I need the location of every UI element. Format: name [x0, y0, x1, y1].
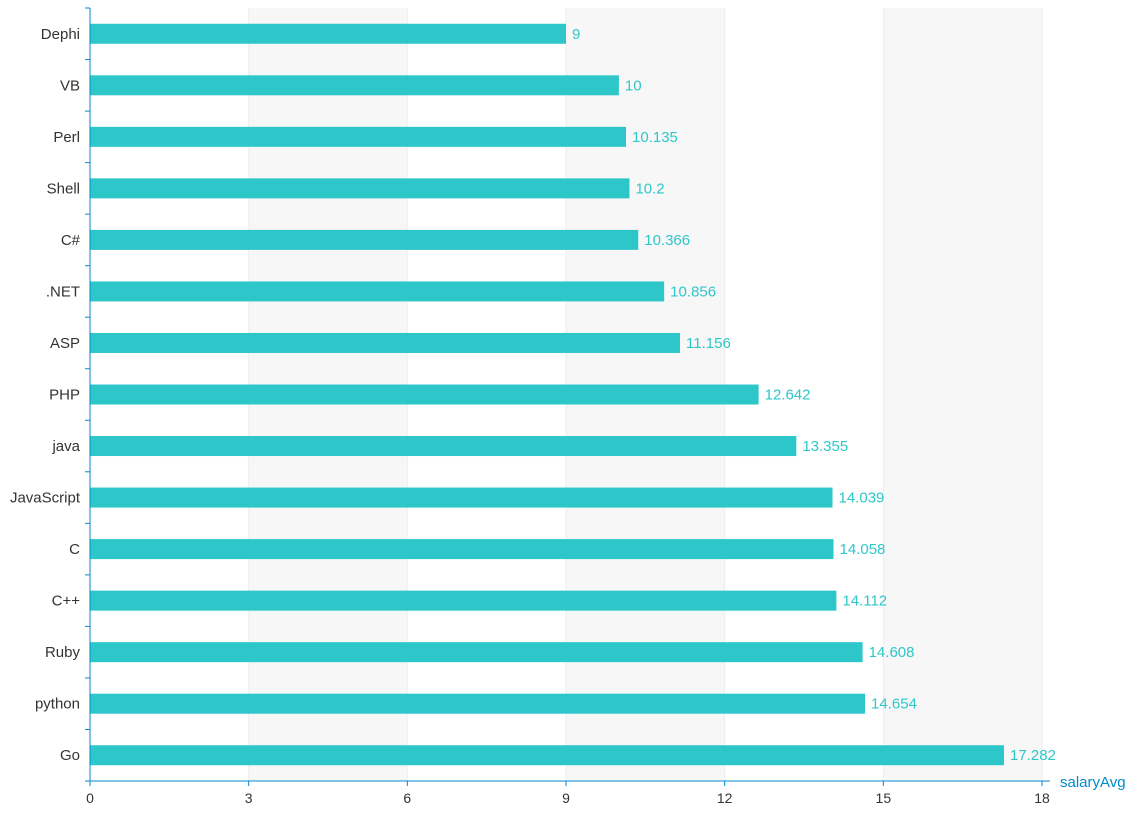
- category-label: Go: [60, 747, 80, 764]
- data-label: 14.039: [839, 490, 885, 507]
- data-label: 10.135: [632, 129, 678, 146]
- category-label: C: [69, 541, 80, 558]
- category-label: Dephi: [41, 26, 80, 43]
- data-label: 9: [572, 26, 580, 43]
- x-tick-label: 12: [717, 790, 733, 806]
- data-label: 13.355: [802, 438, 848, 455]
- data-label: 12.642: [765, 387, 811, 404]
- data-label: 11.156: [686, 335, 731, 352]
- category-label: Shell: [47, 180, 80, 197]
- data-label: 10.856: [670, 283, 716, 300]
- bar: [90, 590, 837, 611]
- bar: [90, 436, 797, 457]
- data-labels: 9 10 10.135 10.2 10.366 10.856 11.156 12.642 13.…: [572, 26, 1056, 764]
- y-axis: Dephi VB Perl Shell C# .NET ASP PHP java JavaScri…: [10, 7, 91, 782]
- category-label: VB: [60, 77, 80, 94]
- x-axis-title: salaryAvg: [1060, 774, 1126, 791]
- category-label: java: [51, 438, 80, 455]
- bar: [90, 281, 665, 302]
- data-label: 14.058: [840, 541, 886, 558]
- bars: [90, 23, 1005, 766]
- x-tick-label: 6: [403, 790, 411, 806]
- bar: [90, 126, 627, 147]
- bar: [90, 642, 863, 663]
- split-area: [883, 8, 1042, 781]
- category-label: Perl: [53, 129, 80, 146]
- bar: [90, 75, 619, 96]
- bar: [90, 23, 566, 44]
- x-tick-label: 15: [876, 790, 892, 806]
- bar: [90, 745, 1005, 766]
- bar: [90, 693, 866, 714]
- x-tick-label: 18: [1034, 790, 1050, 806]
- bar: [90, 332, 681, 353]
- category-label: Ruby: [45, 644, 81, 661]
- data-label: 14.608: [869, 644, 915, 661]
- x-axis: 0 3 6 9 12 15 18: [86, 780, 1050, 806]
- data-label: 14.112: [842, 593, 887, 610]
- bar: [90, 229, 639, 250]
- x-tick-label: 9: [562, 790, 570, 806]
- x-tick-label: 0: [86, 790, 94, 806]
- data-label: 14.654: [871, 696, 917, 713]
- bar: [90, 384, 759, 405]
- category-label: C++: [52, 593, 81, 610]
- data-label: 17.282: [1010, 747, 1056, 764]
- category-label: ASP: [50, 335, 80, 352]
- category-label: .NET: [46, 283, 80, 300]
- x-tick-label: 3: [245, 790, 253, 806]
- bar: [90, 539, 834, 560]
- data-label: 10.366: [644, 232, 690, 249]
- data-label: 10.2: [635, 180, 664, 197]
- category-label: python: [35, 696, 80, 713]
- category-label: JavaScript: [10, 490, 81, 507]
- category-label: PHP: [49, 387, 80, 404]
- category-label: C#: [61, 232, 81, 249]
- bar: [90, 487, 833, 508]
- bar: [90, 178, 630, 199]
- data-label: 10: [625, 77, 642, 94]
